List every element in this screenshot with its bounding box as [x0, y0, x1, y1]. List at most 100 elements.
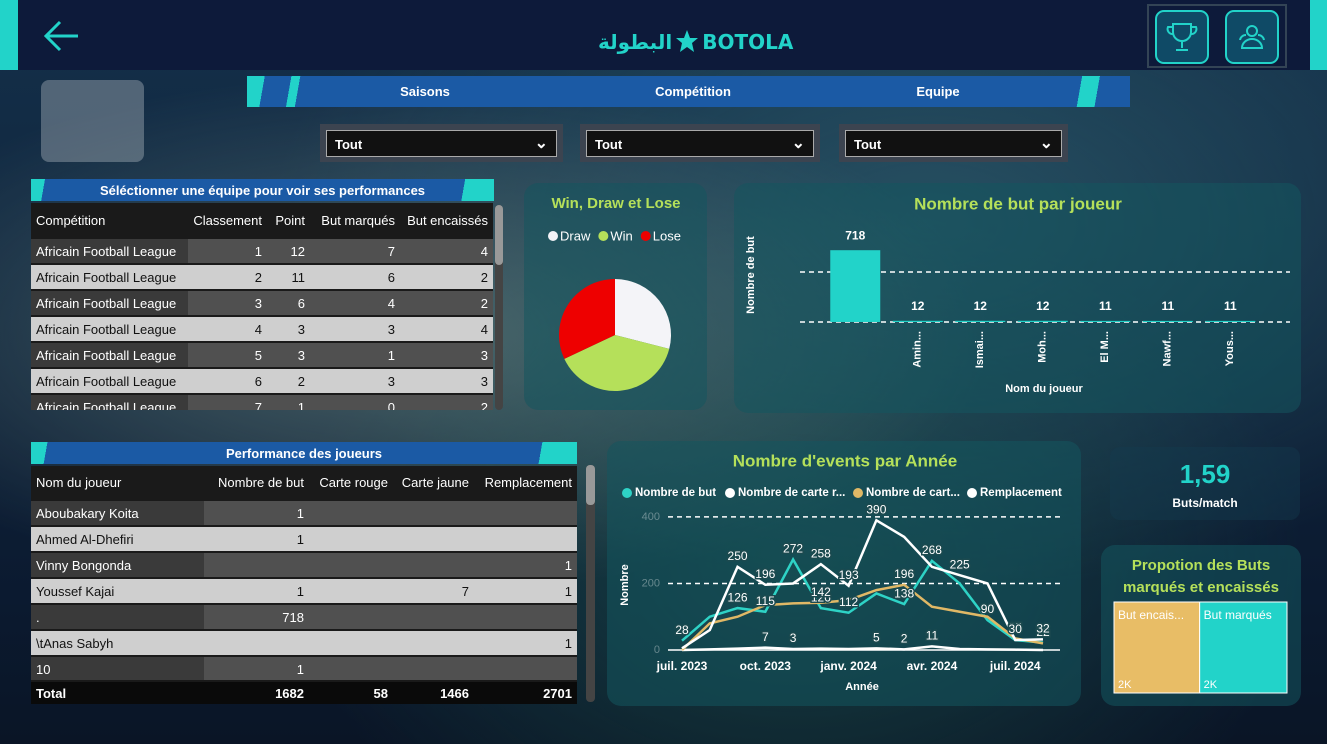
kpi-value: 1,59: [1179, 459, 1231, 489]
table-row: Africain Football League 5 3 1 3: [31, 342, 493, 368]
table-row: Total 1682 58 1466 2701: [31, 681, 577, 704]
table-cell: \tAnas Sabyh: [36, 635, 114, 651]
table-cell: 1466: [440, 685, 469, 701]
column-header: Nom du joueur: [36, 475, 122, 490]
legend-dot: [853, 488, 863, 498]
data-label: 718: [845, 228, 865, 242]
data-label: 2K: [1204, 679, 1218, 691]
legend-label: Nombre de but: [635, 487, 716, 499]
legend-label: Remplacement: [980, 487, 1062, 499]
header-row: Nom du joueur Nombre de but Carte rouge Car…: [31, 466, 577, 500]
table-cell: 1682: [275, 685, 304, 701]
data-label: 12: [911, 299, 925, 313]
chevron: ⌄: [534, 135, 548, 152]
table-cell: 2701: [543, 685, 572, 701]
data-label: 196: [894, 567, 914, 581]
series-line: [681, 556, 1044, 644]
data-label: 115: [756, 594, 775, 608]
x-axis-label: Année: [845, 681, 879, 693]
back-button[interactable]: [40, 16, 82, 56]
accent-strip: [0, 0, 18, 70]
trophy-button[interactable]: [1155, 10, 1209, 64]
data-label: 250: [728, 549, 748, 563]
bar: [1142, 320, 1193, 322]
y-tick-label: 200: [642, 577, 660, 589]
x-tick-label: Moh...: [1037, 331, 1049, 363]
table-cell: 6: [297, 295, 305, 311]
table-cell: 1: [564, 583, 572, 599]
table-cell: Aboubakary Koita: [31, 500, 204, 526]
header-row: Compétition Classement Point But marqués But…: [31, 203, 493, 238]
filter-label: Compétition: [655, 84, 731, 99]
dropdown[interactable]: Tout ⌄: [839, 124, 1068, 162]
table-cell: 3: [387, 373, 395, 389]
dropdown-text: Tout: [335, 137, 363, 152]
column-header: Remplacement: [484, 475, 572, 490]
table-cell: 2: [480, 400, 488, 410]
table-row: Africain Football League 7 1 0 2: [31, 394, 493, 410]
x-tick-label: Ismai...: [974, 331, 986, 368]
pie-slice: [564, 335, 670, 392]
legend-dot: [598, 231, 609, 241]
table-cell: 3: [254, 295, 262, 311]
table-cell: 5: [254, 347, 262, 363]
table-row: Africain Football League 2 11 6 2: [31, 264, 493, 290]
data-label: 193: [839, 568, 859, 582]
table-cell: 2: [297, 373, 305, 389]
dropdown[interactable]: Tout ⌄: [580, 124, 820, 162]
column-header: Nombre de but: [218, 475, 304, 490]
data-label: 126: [728, 590, 748, 604]
x-tick-label: El M...: [1099, 331, 1111, 363]
bar: [955, 320, 1006, 322]
table-cell: 1: [296, 505, 304, 521]
data-label: 138: [894, 586, 914, 600]
players-button[interactable]: [1225, 10, 1279, 64]
data-label: 390: [866, 502, 886, 516]
bar: [1017, 320, 1068, 322]
data-label: 11: [1099, 299, 1112, 313]
table-cell: 58: [373, 685, 388, 701]
table-cell: Africain Football League: [31, 238, 188, 264]
legend-label: Win: [610, 228, 632, 243]
data-label: 11: [1224, 299, 1237, 313]
logo-star: [676, 30, 699, 52]
player-table-title: Performance des joueurs: [31, 442, 577, 464]
table-cell: 1: [296, 583, 304, 599]
table-cell: 7: [461, 583, 469, 599]
y-tick-label: 0: [654, 644, 660, 656]
table-cell: 3: [480, 373, 488, 389]
table-cell: 1: [296, 662, 304, 677]
x-tick-label: Amin...: [912, 331, 924, 368]
table-cell: Africain Football League: [36, 269, 177, 285]
data-label: 28: [675, 623, 689, 637]
logo-text: BOTOLA: [702, 30, 794, 54]
table-cell: 2: [480, 269, 488, 285]
pie-slice: [559, 279, 615, 359]
data-label: 12: [1036, 299, 1050, 313]
image-placeholder: [41, 80, 144, 162]
dropdown[interactable]: Tout ⌄: [320, 124, 563, 162]
data-label: 35: [1009, 621, 1023, 635]
filter-header: [247, 76, 1130, 107]
scrollbar[interactable]: [495, 205, 503, 410]
player-table: Nom du joueur Nombre de but Carte rouge Car…: [31, 466, 577, 680]
table-cell: 4: [254, 321, 262, 337]
filter-label: Equipe: [916, 84, 960, 99]
table-cell: 12: [290, 243, 305, 259]
table-cell: 1: [564, 557, 572, 573]
table-cell: 4: [480, 243, 488, 259]
table-cell: Total: [36, 685, 67, 701]
scrollbar[interactable]: [586, 465, 595, 702]
line-panel: [607, 441, 1081, 706]
player-total: Total 1682 58 1466 2701: [31, 680, 577, 704]
treemap-cell: [1199, 601, 1288, 694]
table-row: Aboubakary Koita 1: [31, 500, 577, 526]
table-row: Youssef Kajai 1 7 1: [31, 578, 577, 604]
x-tick-label: juil. 2023: [656, 659, 708, 673]
table-cell: 6: [387, 269, 395, 285]
team-table: Compétition Classement Point But marqués But…: [31, 203, 493, 410]
table-row: . 718: [31, 604, 577, 630]
table-cell: 10: [31, 656, 204, 680]
